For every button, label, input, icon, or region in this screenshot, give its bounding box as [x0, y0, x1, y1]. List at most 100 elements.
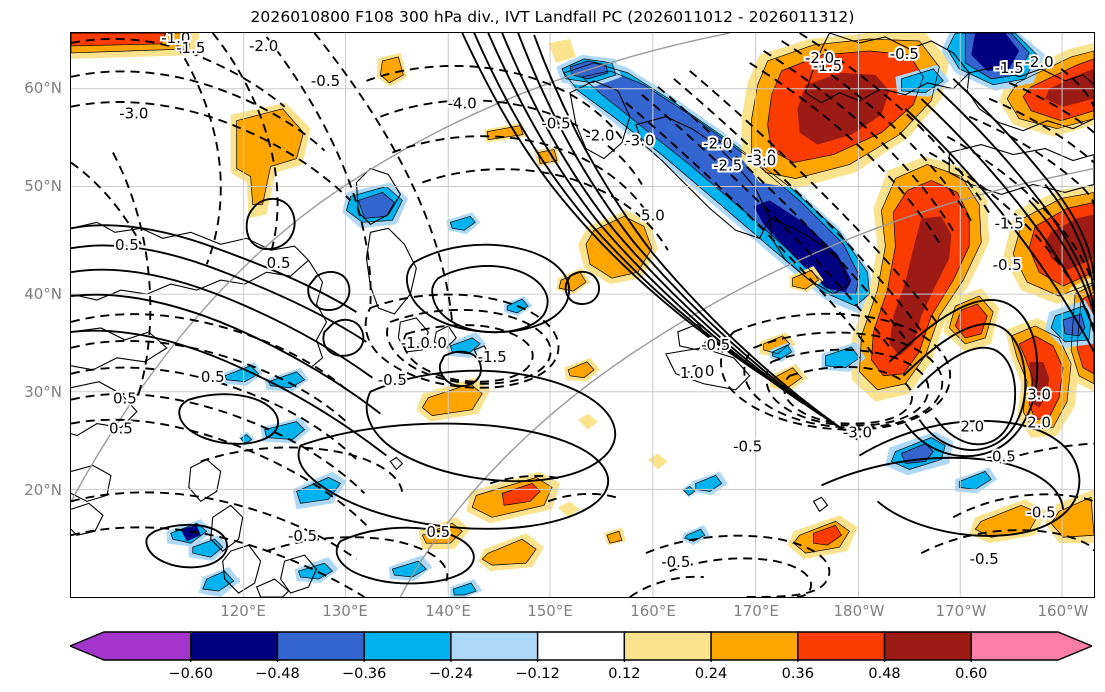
coastline-segment-0 [71, 221, 310, 301]
contour-label-17: 5.0 [641, 206, 665, 224]
contour-label-halo-17: 5.0 [641, 206, 665, 224]
shade-outline-96 [481, 538, 537, 566]
colorbar-swatch-10[interactable] [970, 631, 1092, 661]
contour-label-28: -1.5 [478, 348, 507, 366]
contour-dashed-50 [489, 475, 565, 485]
coastline-segment-15 [255, 578, 290, 597]
shade-outline-75 [268, 371, 306, 389]
lon-tick-5: 170°E [733, 602, 779, 620]
contour-label-11: -3.0 [747, 147, 776, 165]
colorbar-swatch-7[interactable] [710, 631, 799, 661]
shade-outline-27 [1022, 58, 1094, 122]
colorbar-swatch-1[interactable] [190, 631, 279, 661]
coastline-segment-6 [397, 317, 429, 353]
shade-outline-68 [471, 477, 553, 518]
contour-dashed-34 [743, 331, 944, 429]
contour-dashed-38 [952, 493, 1094, 519]
coastline-segment-20 [433, 325, 457, 349]
shade-outline-133 [772, 344, 793, 360]
contour-dashed-39 [920, 529, 1094, 554]
contour-dashed-2 [71, 101, 352, 202]
coastline-segment-21 [473, 345, 491, 363]
colorbar-swatch-3[interactable] [363, 631, 452, 661]
shade-region-133 [772, 344, 792, 359]
shade-outline-45 [954, 303, 988, 339]
contour-label-37: -0.5 [1027, 503, 1056, 521]
coastline-segment-13 [210, 504, 244, 552]
contour-dashed-8 [380, 99, 643, 185]
contour-solid-21 [916, 346, 1017, 446]
contour-label-25: 0.5 [109, 420, 133, 438]
contour-label-halo-5: -4.0 [448, 95, 477, 113]
contour-label-8: -2.0 [703, 135, 732, 153]
contour-label-21: 0.5 [115, 236, 139, 254]
contour-solid-15 [904, 108, 1094, 353]
contour-label-halo-34: 2.0 [1027, 414, 1051, 432]
colorbar-swatch-6[interactable] [623, 631, 712, 661]
contour-label-20: -0.5 [993, 256, 1022, 274]
shade-outline-23 [767, 50, 924, 163]
contour-dashed-12 [641, 94, 893, 351]
map-contour-canvas: -1.0-1.0-1.5-1.5 -2.0-2.0-3.0-3.0-0.5-0.5… [71, 33, 1094, 597]
colorbar-tick-label-6: 0.24 [694, 666, 728, 682]
shade-outline-90 [763, 335, 791, 355]
contour-dashed-15 [689, 70, 941, 327]
contour-dashed-0 [71, 37, 286, 108]
contour-dashed-13 [657, 86, 909, 343]
contour-label-22: 0.5 [267, 254, 291, 272]
colorbar-tick-label-9: 0.60 [955, 666, 988, 682]
contour-label-halo-12: -1.5 [813, 57, 842, 75]
domain-boundary-arc [71, 33, 1094, 597]
contour-solid-29 [178, 393, 279, 445]
colorbar-swatch-9[interactable] [883, 631, 972, 661]
shade-outline-59 [890, 437, 946, 470]
contour-solid-3 [501, 33, 823, 417]
contour-dashed-48 [1060, 68, 1094, 108]
contour-label-34: 2.0 [1027, 414, 1051, 432]
contour-label-halo-38: -0.5 [661, 553, 690, 571]
contour-dashed-18 [781, 40, 975, 225]
contour-label-24: 0.5 [113, 390, 137, 408]
lat-tick-30: 30°N [24, 383, 62, 401]
colorbar-swatch-8[interactable] [797, 631, 886, 661]
lon-tick-6: 180°W [833, 602, 885, 620]
colorbar-swatch-4[interactable] [450, 631, 539, 661]
contour-dashed-17 [763, 50, 957, 235]
contour-dashed-32 [402, 324, 534, 383]
contour-solid-28 [322, 318, 365, 357]
shade-outline-71 [296, 477, 342, 504]
contour-label-27: -1.0 [418, 334, 447, 352]
shade-outline-88 [567, 361, 595, 379]
contour-solid-14 [431, 265, 549, 334]
colorbar-swatch-5[interactable] [536, 631, 626, 661]
contour-label-halo-3: -3.0 [119, 105, 148, 123]
contour-label-23: 0.5 [201, 368, 225, 386]
colorbar-swatch-0[interactable] [70, 631, 192, 661]
contour-label-halo-21: 0.5 [115, 236, 139, 254]
shade-outline-6 [380, 56, 404, 84]
shade-region-120 [647, 453, 668, 470]
shade-outline-30 [946, 33, 1038, 86]
shade-region-90 [763, 335, 790, 354]
coastline-segment-2 [71, 381, 138, 437]
colorbar-swatch-2[interactable] [276, 631, 365, 661]
shade-region-34 [901, 68, 944, 93]
contour-label-42: -1.0 [401, 334, 430, 352]
contour-dashed-16 [749, 62, 943, 247]
coastline-segment-11 [966, 66, 1094, 132]
contour-dashed-11 [625, 102, 877, 359]
contour-dashed-30 [364, 293, 560, 389]
contour-solid-0 [461, 33, 771, 381]
contour-dashed-42 [71, 491, 357, 560]
contour-solid-7 [71, 244, 367, 343]
colorbar[interactable] [70, 630, 1092, 662]
shade-region-62 [959, 471, 992, 490]
shade-region-38 [889, 216, 952, 356]
contour-label-33: 2.0 [960, 418, 984, 436]
colorbar-swatches[interactable] [70, 630, 1092, 662]
shade-region-57 [825, 346, 860, 368]
contour-label-13: -2.0 [805, 49, 834, 67]
contour-label-halo-29: -0.5 [701, 336, 730, 354]
contour-label-0: -1.0 [161, 33, 190, 47]
